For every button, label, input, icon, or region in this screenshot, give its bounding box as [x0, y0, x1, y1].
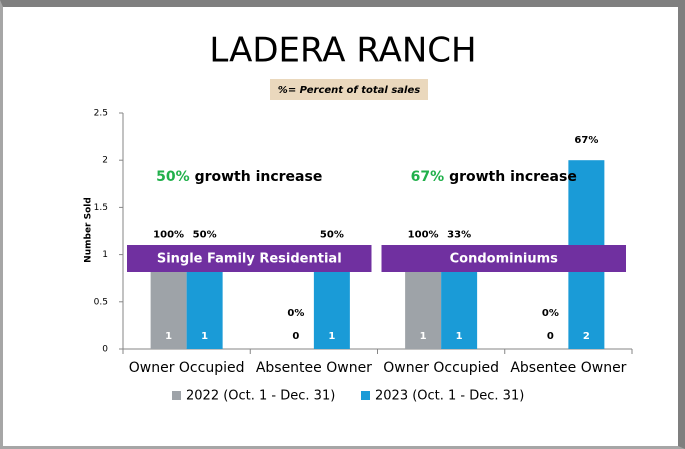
growth-text: growth increase: [449, 169, 577, 185]
percent-label: 33%: [447, 230, 471, 241]
y-tick-label: 0: [102, 345, 108, 355]
growth-highlight: 50%: [156, 169, 190, 185]
subtitle-box: [270, 79, 428, 100]
growth-note: 67% growth increase: [411, 169, 577, 185]
growth-text: growth increase: [195, 169, 323, 185]
x-tick-label: Owner Occupied: [383, 360, 499, 376]
y-tick-label: 2: [102, 156, 108, 166]
group-banner: [381, 245, 626, 272]
growth-note: 50% growth increase: [156, 169, 322, 185]
x-tick-label: Absentee Owner: [256, 360, 372, 376]
bar-value-label: 1: [420, 331, 427, 342]
y-axis-label: Number Sold: [84, 197, 94, 263]
percent-label: 0%: [542, 308, 559, 319]
x-tick-label: Absentee Owner: [510, 360, 626, 376]
chart-title: LADERA RANCH: [209, 31, 476, 71]
bar-value-label: 0: [292, 331, 299, 342]
y-tick-label: 1.5: [94, 203, 108, 213]
bar-value-label: 1: [165, 331, 172, 342]
percent-label: 50%: [320, 230, 344, 241]
bar-value-label: 0: [547, 331, 554, 342]
legend-label: 2023 (Oct. 1 - Dec. 31): [375, 389, 524, 404]
growth-highlight: 67%: [411, 169, 445, 185]
percent-label: 100%: [153, 230, 184, 241]
percent-label: 0%: [287, 308, 304, 319]
percent-label: 50%: [193, 230, 217, 241]
bar-value-label: 1: [201, 331, 208, 342]
bar-value-label: 1: [456, 331, 463, 342]
x-tick-label: Owner Occupied: [129, 360, 245, 376]
group-banner: [127, 245, 372, 272]
y-tick-label: 0.5: [94, 297, 108, 307]
bar-value-label: 1: [328, 331, 335, 342]
legend-swatch: [361, 391, 370, 400]
y-tick-label: 1: [102, 250, 108, 260]
bar-value-label: 2: [583, 331, 590, 342]
y-tick-label: 2.5: [94, 109, 108, 119]
group-label: Condominiums: [450, 252, 558, 267]
subtitle: %= Percent of total sales: [278, 85, 420, 96]
percent-label: 100%: [408, 230, 439, 241]
legend-label: 2022 (Oct. 1 - Dec. 31): [186, 389, 335, 404]
group-label: Single Family Residential: [157, 252, 342, 267]
legend-swatch: [172, 391, 181, 400]
percent-label: 67%: [574, 135, 598, 146]
